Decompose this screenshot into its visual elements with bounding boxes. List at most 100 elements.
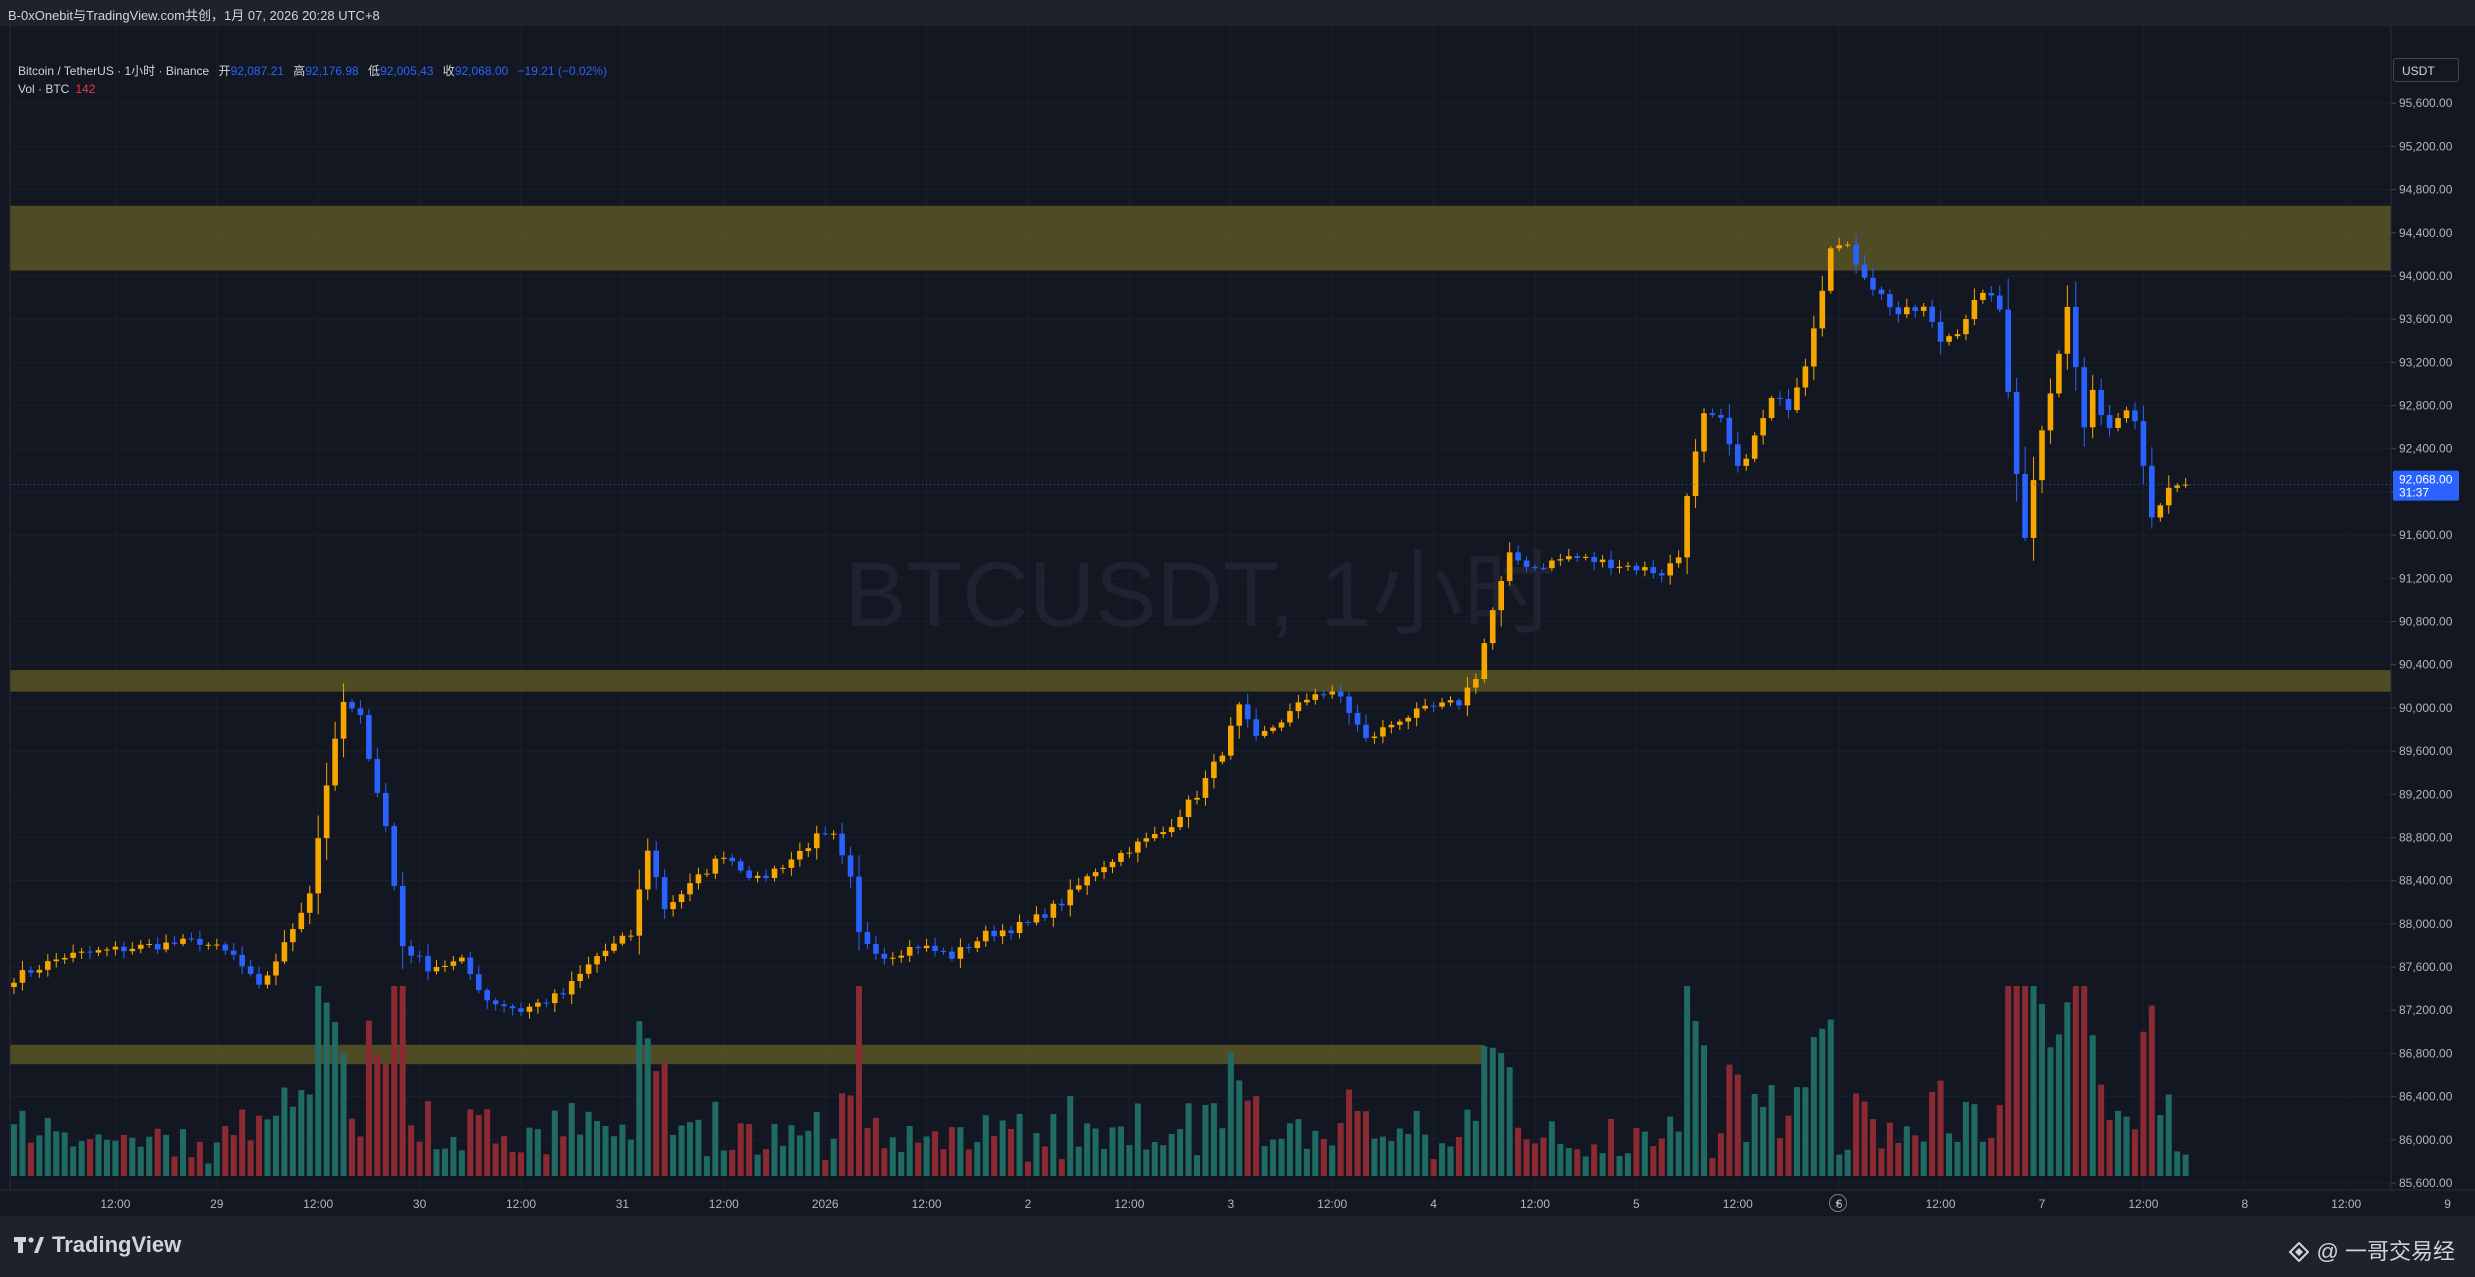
tradingview-logo[interactable]: TradingView [14,1232,181,1258]
candle-body [873,944,879,954]
volume-bar [1058,1159,1065,1176]
volume-bar [222,1126,229,1176]
candle-body [70,952,76,958]
volume-bar [213,1142,220,1176]
volume-bar [712,1101,719,1176]
candle-body [2022,473,2028,538]
candle-body [1650,567,1657,574]
candle-body [154,944,161,950]
price-tick-label: 93,200.00 [2399,355,2453,369]
candle-body [1582,556,1589,558]
candle-body [247,966,254,974]
volume-bar [915,1142,922,1176]
lightning-icon[interactable]: ⚡ [1829,1194,1847,1212]
volume-bar [1971,1104,1978,1176]
volume-bar [1363,1111,1369,1176]
candle-body [839,833,845,856]
volume-bar [2106,1119,2113,1176]
candle-body [518,1008,524,1012]
volume-bar [315,986,322,1176]
candle-body [1473,679,1479,688]
volume-bar [1684,986,1691,1176]
volume-bar [1126,1145,1133,1176]
volume-bar [1194,1155,1200,1176]
candle-body [611,943,617,951]
volume-bar [239,1109,246,1176]
candle-body [188,938,195,940]
chart-legend: Bitcoin / TetherUS · 1小时 · Binance 开92,0… [18,62,607,98]
candle-body [822,833,828,835]
candle-body [450,961,457,966]
time-tick-label: 4 [1430,1197,1437,1211]
volume-bar [720,1150,727,1176]
symbol-line: Bitcoin / TetherUS · 1小时 · Binance [18,64,210,78]
volume-bar [1810,1037,1817,1176]
candle-body [357,708,364,716]
candle-body [399,885,406,947]
price-tick-label: 88,400.00 [2399,874,2453,888]
candle-body [467,957,474,975]
candle-body [306,893,313,913]
price-tick-label: 94,000.00 [2399,269,2453,283]
candle-body [1025,921,1031,923]
volume-bar [475,1115,482,1176]
time-tick-label: 8 [2241,1197,2248,1211]
volume-bar [1329,1145,1336,1176]
candlestick-chart[interactable]: BTCUSDT, 1小时 95,600.00 95,200.00 94,800.00 9… [0,26,2475,1216]
candle-body [577,973,583,982]
candle-body [374,758,381,793]
volume-bar [1354,1110,1361,1176]
candle-body [11,982,17,988]
volume-bar [1861,1101,1868,1176]
volume-bar [1667,1116,1674,1176]
volume-bar [247,1140,254,1176]
volume-bar [1751,1093,1758,1176]
candle-body [61,957,68,960]
volume-bar [1101,1148,1108,1176]
volume-bar [1988,1137,1995,1176]
volume-bar [653,1071,660,1176]
candle-body [1447,700,1454,703]
price-tick-label: 90,000.00 [2399,701,2453,715]
volume-bar [948,1127,955,1176]
volume-bar [1870,1119,1876,1176]
volume-legend-row[interactable]: Vol · BTC 142 [18,80,607,98]
volume-bar [602,1126,609,1176]
last-price-label: 92,068.00 [2399,473,2453,487]
volume-bar [1379,1136,1386,1176]
candle-body [121,946,127,952]
volume-bar [95,1134,102,1176]
chart-area[interactable]: BTCUSDT, 1小时 95,600.00 95,200.00 94,800.00 9… [0,26,2475,1216]
candle-body [1236,704,1243,726]
volume-bar [1168,1133,1175,1176]
volume-bar [53,1131,60,1176]
close-label: 收 [442,64,455,78]
candle-body [1768,397,1775,419]
volume-bar [19,1110,26,1176]
candle-body [180,938,186,944]
symbol-legend-row[interactable]: Bitcoin / TetherUS · 1小时 · Binance 开92,0… [18,62,607,80]
candle-body [1278,722,1285,728]
price-unit-selector[interactable]: USDT [2393,58,2459,82]
volume-bar [1582,1156,1589,1176]
candle-body [771,868,778,878]
volume-bar [87,1139,94,1176]
candle-body [163,942,169,950]
candle-body [425,955,431,972]
candle-body [1092,872,1099,877]
volume-bar [627,1139,634,1176]
candle-body [1481,643,1488,680]
volume-bar [1261,1146,1268,1176]
candle-body [273,961,279,976]
volume-bar [1802,1087,1809,1176]
volume-bar [1481,1046,1488,1176]
volume-bar [1455,1136,1462,1176]
volume-value: 142 [75,82,96,96]
chart-watermark: BTCUSDT, 1小时 [845,544,1556,646]
volume-bar [1286,1123,1293,1176]
candle-body [112,946,119,950]
volume-bar [1844,1149,1851,1176]
candle-body [256,973,262,985]
volume-bar [1025,1161,1031,1176]
candle-body [1168,827,1175,833]
